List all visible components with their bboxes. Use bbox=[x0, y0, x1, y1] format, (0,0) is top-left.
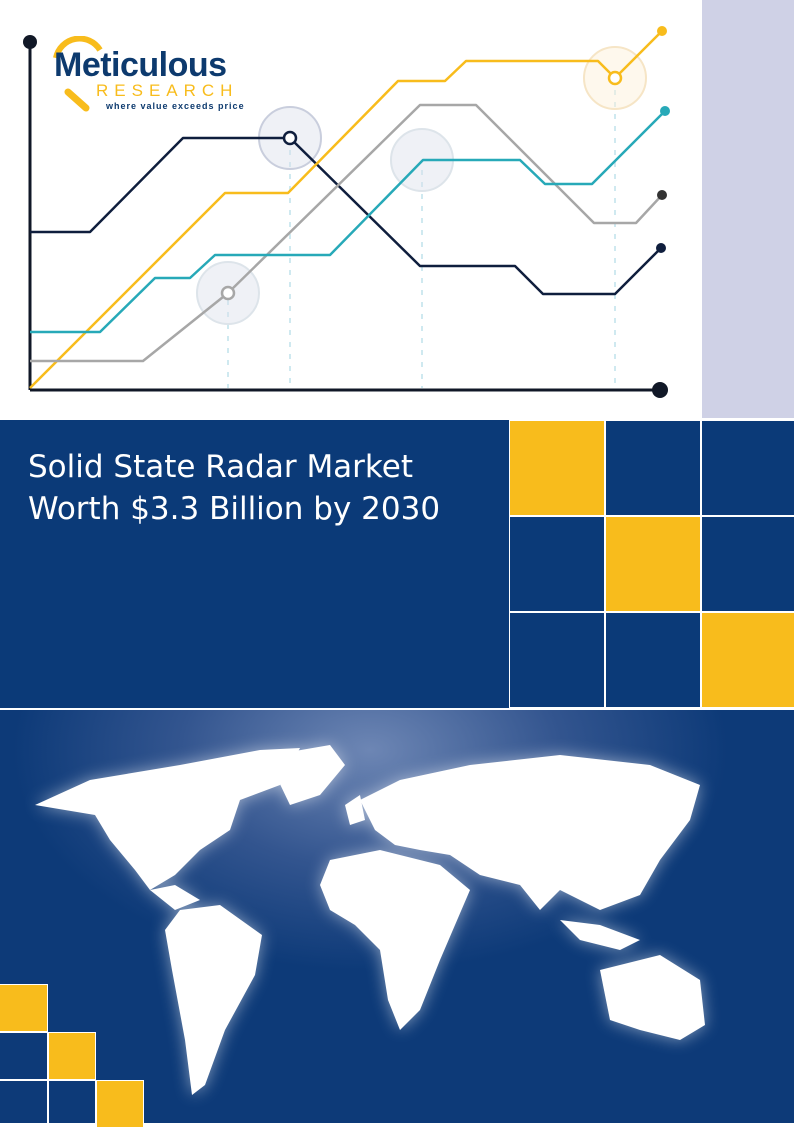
logo: Meticulous RESEARCH where value exceeds … bbox=[52, 36, 244, 112]
world-map-section bbox=[0, 710, 794, 1123]
corner-square-grid bbox=[0, 984, 146, 1128]
logo-sub: RESEARCH bbox=[96, 81, 239, 100]
decorative-line-chart bbox=[23, 26, 670, 398]
title-line-1: Solid State Radar Market bbox=[28, 449, 414, 485]
series-line bbox=[29, 30, 663, 389]
world-map-image bbox=[35, 745, 705, 1095]
page-title: Solid State Radar Market Worth $3.3 Bill… bbox=[28, 446, 498, 530]
title-line-2: Worth $3.3 Billion by 2030 bbox=[28, 491, 441, 527]
logo-tagline: where value exceeds price bbox=[106, 101, 245, 111]
series-line bbox=[30, 136, 662, 296]
series-line bbox=[30, 110, 666, 334]
series-line bbox=[30, 103, 663, 363]
logo-name: Meticulous bbox=[54, 46, 227, 84]
side-panel bbox=[702, 0, 794, 418]
square-grid bbox=[509, 420, 794, 708]
magnifier-icon bbox=[53, 36, 103, 112]
